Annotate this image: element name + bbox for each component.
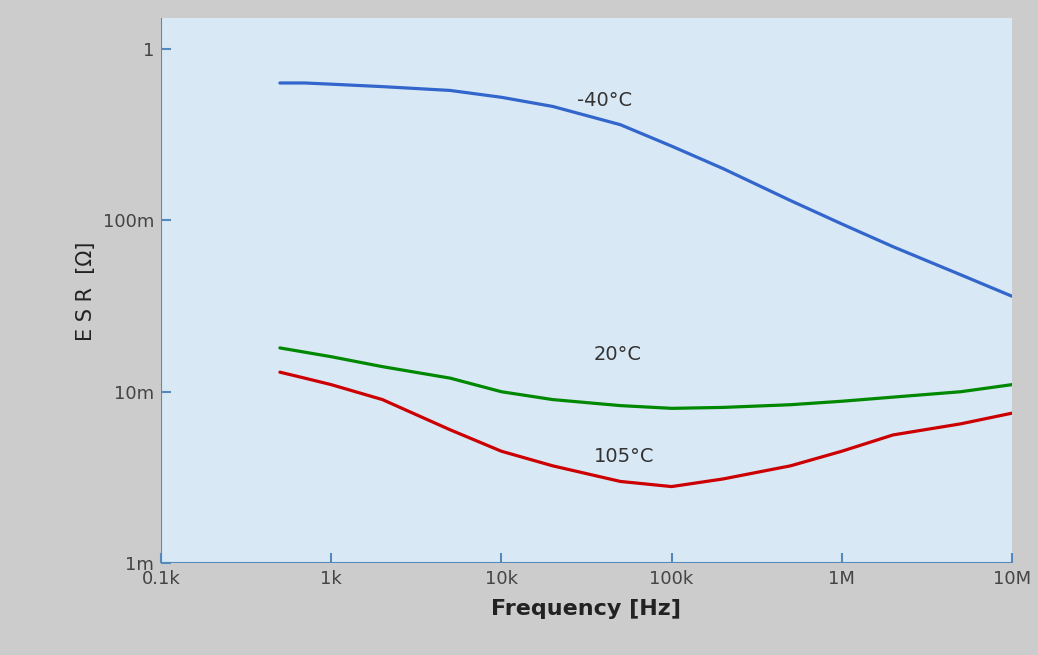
X-axis label: Frequency [Hz]: Frequency [Hz]: [491, 599, 682, 620]
Text: 105°C: 105°C: [594, 447, 655, 466]
Y-axis label: E S R  [Ω]: E S R [Ω]: [76, 241, 95, 341]
Text: -40°C: -40°C: [577, 90, 632, 109]
Text: 20°C: 20°C: [594, 345, 641, 364]
